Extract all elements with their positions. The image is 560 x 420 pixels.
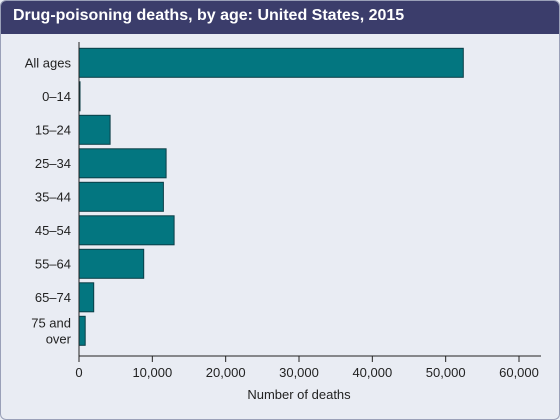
category-label: 45–54 — [35, 223, 71, 238]
x-tick-label: 40,000 — [352, 365, 392, 380]
bar — [78, 47, 464, 78]
x-tick-label: 0 — [75, 365, 82, 380]
bar — [78, 315, 86, 346]
x-tick-label: 20,000 — [206, 365, 246, 380]
bar — [78, 114, 111, 145]
x-tick-label: 60,000 — [499, 365, 539, 380]
category-label: All ages — [25, 55, 72, 70]
category-label: 15–24 — [35, 122, 71, 137]
category-label: 75 and over — [31, 315, 71, 346]
bar — [78, 282, 95, 313]
category-label: 0–14 — [42, 89, 71, 104]
category-label: 35–44 — [35, 189, 71, 204]
x-tick-label: 10,000 — [132, 365, 172, 380]
x-tick-label: 50,000 — [426, 365, 466, 380]
bar — [78, 181, 164, 212]
bar — [78, 215, 175, 246]
bar — [78, 248, 145, 279]
x-axis-title: Number of deaths — [247, 387, 351, 402]
category-label: 25–34 — [35, 156, 71, 171]
title-bar: Drug-poisoning deaths, by age: United St… — [1, 1, 559, 34]
bar-chart: All ages 0–14 15–24 25–34 35–44 45–54 55–64 65–… — [25, 42, 541, 402]
bar — [78, 148, 167, 179]
category-label: 65–74 — [35, 290, 71, 305]
category-label: 55–64 — [35, 256, 71, 271]
x-tick-label: 30,000 — [279, 365, 319, 380]
chart-title: Drug-poisoning deaths, by age: United St… — [13, 7, 405, 24]
